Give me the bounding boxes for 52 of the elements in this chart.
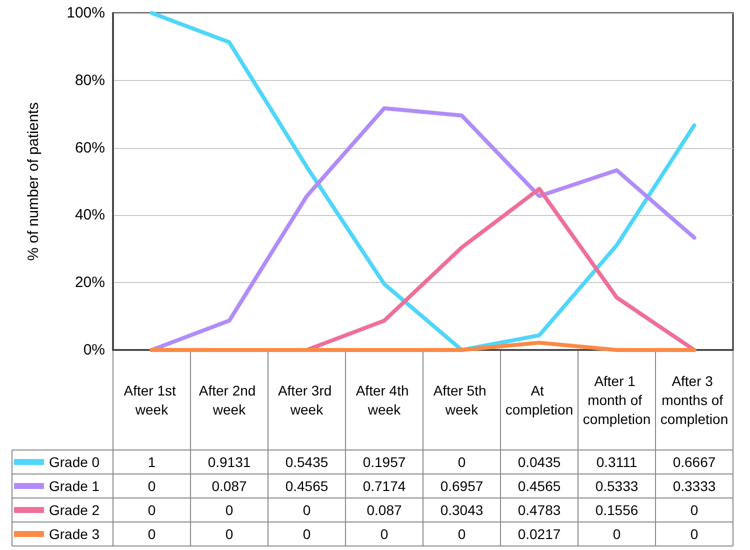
y-tick-label: 20% — [74, 274, 105, 292]
data-label: 0 — [380, 526, 388, 542]
data-label: 0.087 — [212, 478, 247, 494]
x-tick-label: After 4th week — [356, 382, 413, 418]
y-tick-label: 60% — [74, 139, 105, 156]
data-label: 0.3043 — [440, 502, 484, 518]
data-label: 0 — [225, 502, 234, 518]
legend-label: Grade 0 — [49, 454, 100, 470]
data-label: 0.4783 — [518, 502, 561, 518]
legend-label: Grade 1 — [49, 478, 100, 494]
data-label: 0.6667 — [672, 454, 716, 470]
data-label: 0 — [690, 526, 698, 542]
data-label: 0.9131 — [208, 454, 251, 470]
data-label: 0 — [148, 502, 156, 518]
x-tick-label: After 3rd week — [278, 382, 336, 418]
line-series — [150, 106, 696, 352]
data-label: 0.4565 — [285, 478, 328, 494]
data-label: 0.5435 — [285, 454, 328, 470]
data-label: 0.3333 — [672, 478, 716, 494]
data-label: 0.7174 — [362, 478, 406, 494]
data-label: 0 — [612, 526, 621, 542]
data-label: 1 — [148, 454, 156, 470]
y-tick-label: 100% — [66, 4, 105, 22]
data-label: 0.5333 — [595, 478, 638, 494]
data-label: 0.0435 — [518, 454, 561, 470]
data-label: 0.3111 — [596, 454, 638, 470]
x-tick-label: After 1 month of completion — [582, 373, 651, 427]
y-tick-label: 0% — [83, 342, 105, 358]
x-tick-label: After 2nd week — [198, 382, 260, 418]
data-label: 0 — [690, 502, 698, 518]
x-tick-label: After 5th week — [433, 382, 490, 418]
data-label: 0.0217 — [518, 526, 561, 542]
y-tick-label: 80% — [74, 72, 105, 89]
x-tick-label: At completion — [505, 382, 574, 418]
data-label: 0.1957 — [362, 454, 406, 470]
data-label: 0.4565 — [518, 478, 561, 494]
data-label: 0.6957 — [440, 478, 484, 494]
x-tick-label: After 1st week — [124, 382, 180, 418]
data-label: 0 — [225, 526, 234, 542]
legend-label: Grade 3 — [49, 526, 100, 542]
data-label: 0.087 — [366, 502, 402, 518]
data-label: 0 — [302, 526, 311, 542]
x-tick-label: After 3 months of completion — [660, 373, 728, 427]
legend-label: Grade 2 — [49, 502, 100, 518]
data-label: 0 — [458, 454, 466, 470]
y-axis-title: % of number of patients — [25, 102, 42, 261]
data-label: 0 — [458, 526, 466, 542]
data-label: 0 — [302, 502, 311, 518]
data-label: 0 — [148, 478, 156, 494]
data-label: 0 — [148, 526, 156, 542]
data-label: 0.1556 — [595, 502, 638, 518]
y-tick-label: 40% — [74, 206, 105, 224]
